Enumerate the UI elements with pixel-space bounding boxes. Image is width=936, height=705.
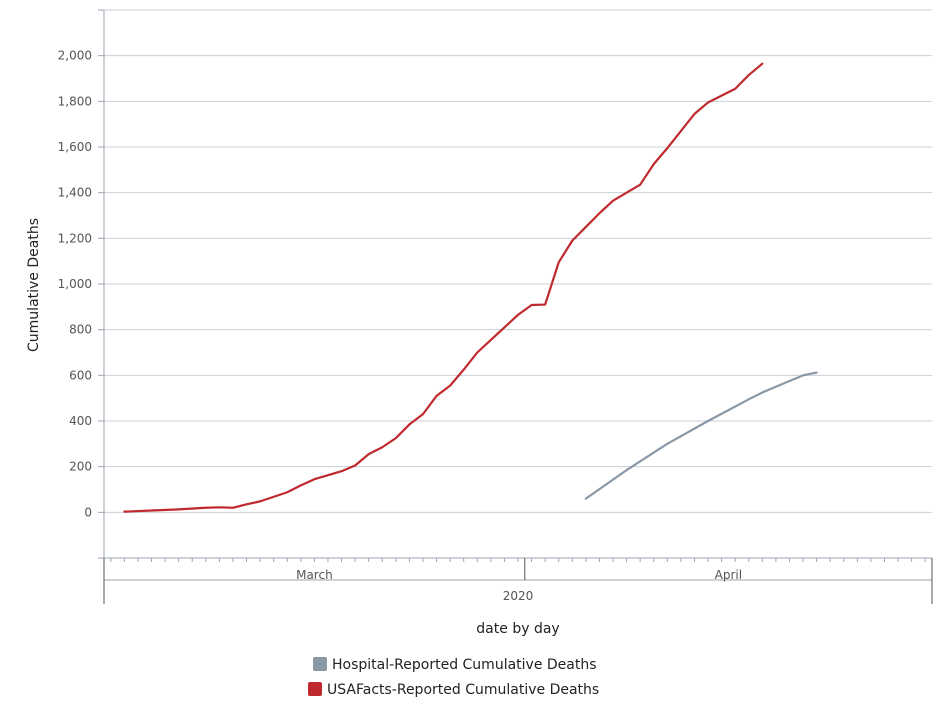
legend-label-hospital[interactable]: Hospital-Reported Cumulative Deaths xyxy=(332,657,597,673)
x-axis-title: date by day xyxy=(476,621,559,637)
y-tick-label: 800 xyxy=(69,323,92,337)
series-lines xyxy=(123,62,818,513)
gridlines xyxy=(104,9,932,513)
series-line-hospital[interactable] xyxy=(584,371,818,500)
y-tick-label: 600 xyxy=(69,368,92,382)
y-tick-label: 2,000 xyxy=(58,49,92,63)
y-tick-label: 1,400 xyxy=(58,186,92,200)
series-line-usafacts[interactable] xyxy=(123,62,764,513)
y-tick-label: 400 xyxy=(69,414,92,428)
legend-swatch-hospital xyxy=(313,657,327,671)
y-tick-label: 1,200 xyxy=(58,231,92,245)
y-ticks: 0 200 400 600 800 1,000 1,200 1,400 1,600 1,800 2,… xyxy=(58,9,104,559)
legend-item-hospital[interactable]: Hospital-Reported Cumulative Deaths xyxy=(313,657,597,673)
y-axis-title: Cumulative Deaths xyxy=(26,218,42,352)
y-tick-label: 0 xyxy=(84,505,92,519)
month-label-april: April xyxy=(715,568,742,582)
x-axis-date-band: March April 2020 xyxy=(103,558,933,604)
month-label-march: March xyxy=(296,568,333,582)
legend-swatch-usafacts xyxy=(308,682,322,696)
y-tick-label: 200 xyxy=(69,460,92,474)
legend-label-usafacts[interactable]: USAFacts-Reported Cumulative Deaths xyxy=(327,682,599,698)
day-ticks xyxy=(110,558,926,562)
legend-item-usafacts[interactable]: USAFacts-Reported Cumulative Deaths xyxy=(308,682,599,698)
year-label: 2020 xyxy=(503,589,534,603)
y-tick-label: 1,800 xyxy=(58,94,92,108)
y-tick-label: 1,000 xyxy=(58,277,92,291)
legend[interactable]: Hospital-Reported Cumulative Deaths USAF… xyxy=(308,657,599,698)
y-tick-label: 1,600 xyxy=(58,140,92,154)
